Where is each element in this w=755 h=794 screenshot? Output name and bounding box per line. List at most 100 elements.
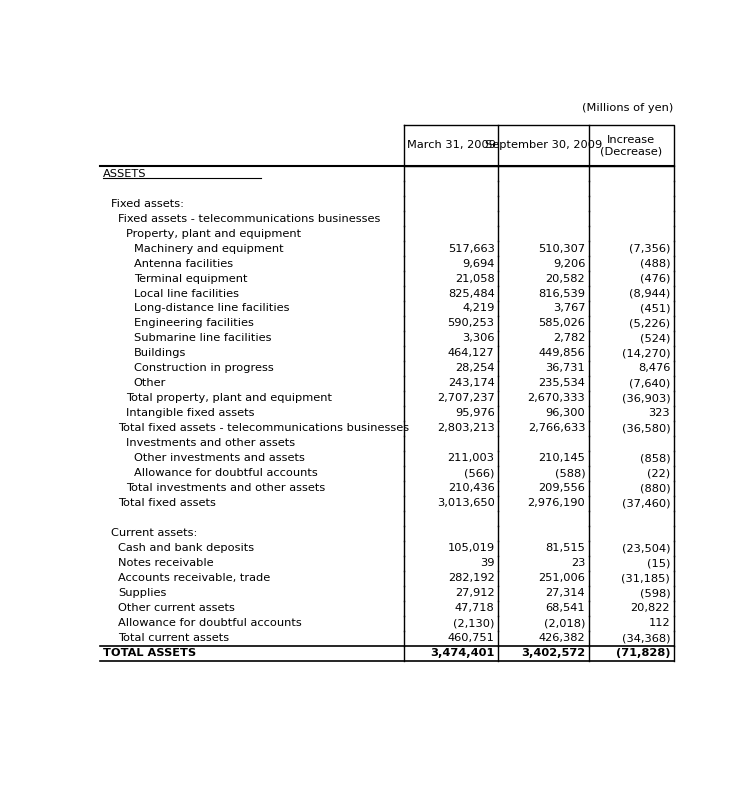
Text: 3,306: 3,306 — [462, 333, 495, 344]
Text: 210,145: 210,145 — [538, 453, 585, 463]
Text: (22): (22) — [647, 468, 670, 478]
Text: 211,003: 211,003 — [448, 453, 495, 463]
Text: (2,018): (2,018) — [544, 618, 585, 628]
Text: (598): (598) — [639, 588, 670, 598]
Text: 36,731: 36,731 — [546, 364, 585, 373]
Text: Intangible fixed assets: Intangible fixed assets — [126, 408, 254, 418]
Text: Supplies: Supplies — [119, 588, 167, 598]
Text: 9,694: 9,694 — [462, 259, 495, 268]
Text: 235,534: 235,534 — [538, 379, 585, 388]
Text: 210,436: 210,436 — [448, 484, 495, 493]
Text: (14,270): (14,270) — [621, 349, 670, 358]
Text: 68,541: 68,541 — [546, 603, 585, 613]
Text: 2,670,333: 2,670,333 — [528, 393, 585, 403]
Text: (71,828): (71,828) — [615, 648, 670, 658]
Text: September 30, 2009: September 30, 2009 — [485, 141, 602, 150]
Text: 510,307: 510,307 — [538, 244, 585, 253]
Text: 2,782: 2,782 — [553, 333, 585, 344]
Text: Total property, plant and equipment: Total property, plant and equipment — [126, 393, 332, 403]
Text: 20,582: 20,582 — [546, 274, 585, 283]
Text: Long-distance line facilities: Long-distance line facilities — [134, 303, 289, 314]
Text: 209,556: 209,556 — [538, 484, 585, 493]
Text: (Millions of yen): (Millions of yen) — [582, 102, 673, 113]
Text: 449,856: 449,856 — [538, 349, 585, 358]
Text: (31,185): (31,185) — [621, 573, 670, 583]
Text: 112: 112 — [649, 618, 670, 628]
Text: Total fixed assets: Total fixed assets — [119, 498, 216, 508]
Text: 251,006: 251,006 — [538, 573, 585, 583]
Text: 95,976: 95,976 — [455, 408, 495, 418]
Text: 585,026: 585,026 — [538, 318, 585, 329]
Text: (5,226): (5,226) — [629, 318, 670, 329]
Text: 105,019: 105,019 — [448, 543, 495, 553]
Text: Investments and other assets: Investments and other assets — [126, 438, 295, 449]
Text: 3,474,401: 3,474,401 — [430, 648, 495, 658]
Text: Property, plant and equipment: Property, plant and equipment — [126, 229, 301, 239]
Text: Submarine line facilities: Submarine line facilities — [134, 333, 271, 344]
Text: Current assets:: Current assets: — [111, 528, 197, 538]
Text: 27,314: 27,314 — [546, 588, 585, 598]
Text: Fixed assets:: Fixed assets: — [111, 198, 183, 209]
Text: (2,130): (2,130) — [453, 618, 495, 628]
Text: ASSETS: ASSETS — [103, 168, 146, 179]
Text: 590,253: 590,253 — [448, 318, 495, 329]
Text: 243,174: 243,174 — [448, 379, 495, 388]
Text: Cash and bank deposits: Cash and bank deposits — [119, 543, 254, 553]
Text: (15): (15) — [647, 558, 670, 569]
Text: 8,476: 8,476 — [638, 364, 670, 373]
Text: Notes receivable: Notes receivable — [119, 558, 214, 569]
Text: 3,402,572: 3,402,572 — [521, 648, 585, 658]
Text: (880): (880) — [639, 484, 670, 493]
Text: (8,944): (8,944) — [629, 288, 670, 299]
Text: 323: 323 — [649, 408, 670, 418]
Text: Increase
(Decrease): Increase (Decrease) — [600, 135, 662, 156]
Text: 460,751: 460,751 — [448, 633, 495, 643]
Text: 21,058: 21,058 — [455, 274, 495, 283]
Text: (524): (524) — [639, 333, 670, 344]
Text: 517,663: 517,663 — [448, 244, 495, 253]
Text: (23,504): (23,504) — [621, 543, 670, 553]
Text: 282,192: 282,192 — [448, 573, 495, 583]
Text: 4,219: 4,219 — [462, 303, 495, 314]
Text: 816,539: 816,539 — [538, 288, 585, 299]
Text: (34,368): (34,368) — [621, 633, 670, 643]
Text: Allowance for doubtful accounts: Allowance for doubtful accounts — [119, 618, 302, 628]
Text: 9,206: 9,206 — [553, 259, 585, 268]
Text: (36,580): (36,580) — [621, 423, 670, 434]
Text: 825,484: 825,484 — [448, 288, 495, 299]
Text: 39: 39 — [480, 558, 495, 569]
Text: (451): (451) — [639, 303, 670, 314]
Text: 27,912: 27,912 — [455, 588, 495, 598]
Text: (588): (588) — [555, 468, 585, 478]
Text: 2,803,213: 2,803,213 — [437, 423, 495, 434]
Text: Construction in progress: Construction in progress — [134, 364, 273, 373]
Text: (488): (488) — [639, 259, 670, 268]
Text: (476): (476) — [639, 274, 670, 283]
Text: 3,767: 3,767 — [553, 303, 585, 314]
Text: Terminal equipment: Terminal equipment — [134, 274, 247, 283]
Text: Buildings: Buildings — [134, 349, 186, 358]
Text: Total fixed assets - telecommunications businesses: Total fixed assets - telecommunications … — [119, 423, 409, 434]
Text: Other current assets: Other current assets — [119, 603, 236, 613]
Text: Total current assets: Total current assets — [119, 633, 230, 643]
Text: 23: 23 — [571, 558, 585, 569]
Text: 81,515: 81,515 — [545, 543, 585, 553]
Text: Fixed assets - telecommunications businesses: Fixed assets - telecommunications busine… — [119, 214, 381, 224]
Text: 96,300: 96,300 — [546, 408, 585, 418]
Text: 20,822: 20,822 — [630, 603, 670, 613]
Text: 426,382: 426,382 — [538, 633, 585, 643]
Text: Allowance for doubtful accounts: Allowance for doubtful accounts — [134, 468, 317, 478]
Text: Local line facilities: Local line facilities — [134, 288, 239, 299]
Text: Accounts receivable, trade: Accounts receivable, trade — [119, 573, 270, 583]
Text: 3,013,650: 3,013,650 — [436, 498, 495, 508]
Text: (566): (566) — [464, 468, 495, 478]
Text: Engineering facilities: Engineering facilities — [134, 318, 254, 329]
Text: March 31, 2009: March 31, 2009 — [407, 141, 496, 150]
Text: (36,903): (36,903) — [621, 393, 670, 403]
Text: Machinery and equipment: Machinery and equipment — [134, 244, 283, 253]
Text: Antenna facilities: Antenna facilities — [134, 259, 233, 268]
Text: Total investments and other assets: Total investments and other assets — [126, 484, 325, 493]
Text: (37,460): (37,460) — [621, 498, 670, 508]
Text: TOTAL ASSETS: TOTAL ASSETS — [103, 648, 196, 658]
Text: 2,976,190: 2,976,190 — [528, 498, 585, 508]
